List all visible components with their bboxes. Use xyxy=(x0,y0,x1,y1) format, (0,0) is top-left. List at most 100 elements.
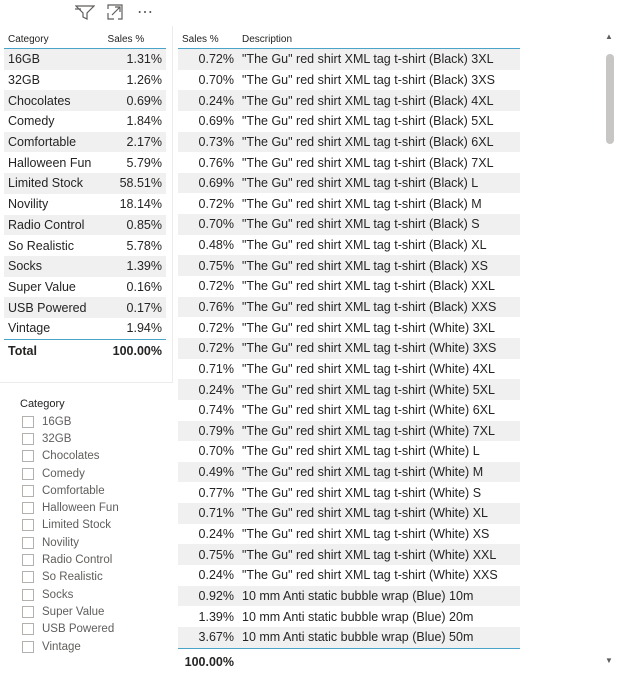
slicer-item[interactable]: Super Value xyxy=(20,603,160,620)
sales-cell[interactable]: 1.39% xyxy=(198,609,234,624)
table-row[interactable]: Super Value 0.16% xyxy=(4,277,166,298)
category-cell[interactable]: 32GB xyxy=(8,73,40,88)
slicer-item[interactable]: Radio Control xyxy=(20,551,160,568)
description-cell[interactable]: "The Gu" red shirt XML tag t-shirt (Whit… xyxy=(242,444,480,459)
description-cell[interactable]: "The Gu" red shirt XML tag t-shirt (Whit… xyxy=(238,337,520,359)
table-row[interactable]: 1.39% 10 mm Anti static bubble wrap (Blue… xyxy=(178,606,520,627)
table-row[interactable]: 0.76% "The Gu" red shirt XML tag t-shirt … xyxy=(178,296,520,318)
table-row[interactable]: Novility 18.14% xyxy=(4,194,166,215)
sales-cell[interactable]: 0.75% xyxy=(178,255,238,277)
category-cell[interactable]: USB Powered xyxy=(4,297,104,318)
sales-cell[interactable]: 0.72% xyxy=(198,196,234,211)
checkbox-icon[interactable] xyxy=(22,554,34,567)
scroll-down-icon[interactable]: ▼ xyxy=(605,655,613,665)
sales-cell[interactable]: 0.17% xyxy=(103,297,166,318)
sales-cell[interactable]: 0.76% xyxy=(198,155,234,170)
slicer-item[interactable]: Halloween Fun xyxy=(20,499,160,516)
column-header-category[interactable]: Category xyxy=(4,30,104,49)
checkbox-icon[interactable] xyxy=(22,502,34,515)
slicer-item[interactable]: Limited Stock xyxy=(20,517,160,534)
description-cell[interactable]: "The Gu" red shirt XML tag t-shirt (Whit… xyxy=(238,544,520,566)
sales-cell[interactable]: 0.77% xyxy=(198,485,234,500)
sales-cell[interactable]: 0.24% xyxy=(198,527,234,542)
table-row[interactable]: 0.71% "The Gu" red shirt XML tag t-shirt … xyxy=(178,503,520,524)
table-row[interactable]: 0.49% "The Gu" red shirt XML tag t-shirt … xyxy=(178,461,520,483)
sales-cell[interactable]: 0.24% xyxy=(178,90,238,111)
sales-cell[interactable]: 0.69% xyxy=(178,172,238,194)
sales-cell[interactable]: 0.73% xyxy=(178,131,238,153)
description-cell[interactable]: "The Gu" red shirt XML tag t-shirt (Whit… xyxy=(238,379,520,400)
table-row[interactable]: 0.75% "The Gu" red shirt XML tag t-shirt … xyxy=(178,255,520,277)
description-cell[interactable]: "The Gu" red shirt XML tag t-shirt (Blac… xyxy=(238,214,520,235)
description-cell[interactable]: "The Gu" red shirt XML tag t-shirt (Blac… xyxy=(238,172,520,194)
table-row[interactable]: 3.67% 10 mm Anti static bubble wrap (Blue… xyxy=(178,626,520,649)
sales-cell[interactable]: 1.39% xyxy=(103,255,166,277)
table-row[interactable]: 0.74% "The Gu" red shirt XML tag t-shirt … xyxy=(178,400,520,421)
table-row[interactable]: 0.71% "The Gu" red shirt XML tag t-shirt … xyxy=(178,359,520,380)
table-row[interactable]: USB Powered 0.17% xyxy=(4,297,166,318)
description-cell[interactable]: "The Gu" red shirt XML tag t-shirt (Blac… xyxy=(238,131,520,153)
category-cell[interactable]: Radio Control xyxy=(4,214,104,236)
category-cell[interactable]: Novility xyxy=(8,197,49,212)
description-cell[interactable]: "The Gu" red shirt XML tag t-shirt (Blac… xyxy=(242,238,487,253)
description-cell[interactable]: "The Gu" red shirt XML tag t-shirt (Blac… xyxy=(238,48,520,70)
description-cell[interactable]: "The Gu" red shirt XML tag t-shirt (Blac… xyxy=(242,155,494,170)
table-row[interactable]: 0.24% "The Gu" red shirt XML tag t-shirt … xyxy=(178,379,520,400)
sales-cell[interactable]: 0.70% xyxy=(198,444,234,459)
category-cell[interactable]: So Realistic xyxy=(8,238,74,253)
description-cell[interactable]: "The Gu" red shirt XML tag t-shirt (Whit… xyxy=(238,503,520,524)
scrollbar-track[interactable] xyxy=(604,44,614,654)
description-cell[interactable]: "The Gu" red shirt XML tag t-shirt (Whit… xyxy=(242,361,495,376)
sales-cell[interactable]: 0.69% xyxy=(103,90,166,112)
scrollbar-thumb[interactable] xyxy=(606,54,614,144)
table-row[interactable]: Radio Control 0.85% xyxy=(4,214,166,236)
table-row[interactable]: So Realistic 5.78% xyxy=(4,235,166,256)
sales-cell[interactable]: 0.72% xyxy=(198,279,234,294)
table-row[interactable]: 0.69% "The Gu" red shirt XML tag t-shirt … xyxy=(178,111,520,132)
table-row[interactable]: Vintage 1.94% xyxy=(4,318,166,339)
sales-cell[interactable]: 1.94% xyxy=(126,321,162,336)
sales-cell[interactable]: 1.84% xyxy=(126,114,162,129)
category-cell[interactable]: Super Value xyxy=(8,279,76,294)
sales-cell[interactable]: 3.67% xyxy=(178,626,238,649)
table-row[interactable]: 0.70% "The Gu" red shirt XML tag t-shirt … xyxy=(178,214,520,235)
description-cell[interactable]: "The Gu" red shirt XML tag t-shirt (Blac… xyxy=(242,279,495,294)
table-row[interactable]: 0.72% "The Gu" red shirt XML tag t-shirt … xyxy=(178,317,520,338)
table-row[interactable]: 0.69% "The Gu" red shirt XML tag t-shirt … xyxy=(178,172,520,194)
sales-cell[interactable]: 0.70% xyxy=(198,72,234,87)
sales-cell[interactable]: 0.74% xyxy=(198,403,234,418)
slicer-item[interactable]: Socks xyxy=(20,586,160,603)
sales-cell[interactable]: 0.71% xyxy=(178,503,238,524)
checkbox-icon[interactable] xyxy=(22,588,34,601)
table-row[interactable]: 0.24% "The Gu" red shirt XML tag t-shirt … xyxy=(178,90,520,111)
sales-cell[interactable]: 2.17% xyxy=(103,131,166,153)
category-cell[interactable]: Vintage xyxy=(8,321,51,336)
description-cell[interactable]: "The Gu" red shirt XML tag t-shirt (Whit… xyxy=(242,485,482,500)
description-cell[interactable]: "The Gu" red shirt XML tag t-shirt (Whit… xyxy=(238,420,520,442)
slicer-item[interactable]: Chocolates xyxy=(20,448,160,465)
description-cell[interactable]: "The Gu" red shirt XML tag t-shirt (Blac… xyxy=(242,114,494,129)
description-cell[interactable]: 10 mm Anti static bubble wrap (Blue) 50m xyxy=(238,626,520,649)
table-row[interactable]: Chocolates 0.69% xyxy=(4,90,166,112)
slicer-item[interactable]: USB Powered xyxy=(20,621,160,638)
description-cell[interactable]: "The Gu" red shirt XML tag t-shirt (Blac… xyxy=(238,255,520,277)
description-cell[interactable]: "The Gu" red shirt XML tag t-shirt (Whit… xyxy=(242,527,490,542)
description-cell[interactable]: "The Gu" red shirt XML tag t-shirt (Blac… xyxy=(238,296,520,318)
slicer-item[interactable]: Vintage xyxy=(20,638,160,655)
table-row[interactable]: 0.72% "The Gu" red shirt XML tag t-shirt … xyxy=(178,337,520,359)
table-row[interactable]: 0.76% "The Gu" red shirt XML tag t-shirt … xyxy=(178,152,520,173)
table-row[interactable]: 0.73% "The Gu" red shirt XML tag t-shirt … xyxy=(178,131,520,153)
category-cell[interactable]: Socks xyxy=(4,255,104,277)
scroll-up-icon[interactable]: ▲ xyxy=(605,31,613,41)
sales-cell[interactable]: 0.72% xyxy=(198,320,234,335)
sales-cell[interactable]: 0.72% xyxy=(178,337,238,359)
checkbox-icon[interactable] xyxy=(22,640,34,653)
table-row[interactable]: 0.77% "The Gu" red shirt XML tag t-shirt … xyxy=(178,482,520,503)
description-cell[interactable]: "The Gu" red shirt XML tag t-shirt (Whit… xyxy=(242,568,498,583)
slicer-item[interactable]: Comedy xyxy=(20,465,160,482)
column-header-sales[interactable]: Sales % xyxy=(103,30,166,49)
table-row[interactable]: Comedy 1.84% xyxy=(4,111,166,132)
checkbox-icon[interactable] xyxy=(22,536,34,549)
table-row[interactable]: 32GB 1.26% xyxy=(4,70,166,91)
description-cell[interactable]: "The Gu" red shirt XML tag t-shirt (Blac… xyxy=(238,90,520,111)
